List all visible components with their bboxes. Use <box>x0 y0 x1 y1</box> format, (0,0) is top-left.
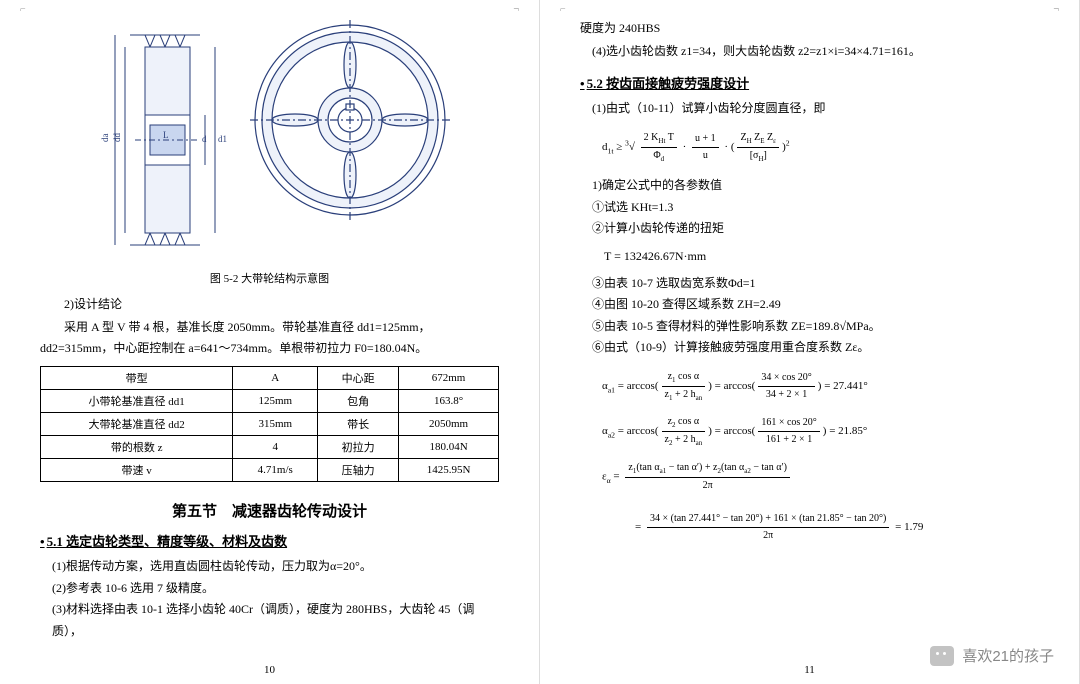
page-left: ⌐ ¬ da dd d d1 <box>0 0 540 684</box>
params-title: 1)确定公式中的各参数值 <box>592 175 1039 197</box>
svg-text:L: L <box>163 130 169 140</box>
formula-alpha-a1: αa1 = arccos(z1 cos αz1 + 2 han) = arcco… <box>602 369 1039 404</box>
cell: 小带轮基准直径 dd1 <box>41 390 233 413</box>
cell: 带速 v <box>41 459 233 482</box>
param-2: ②计算小齿轮传递的扭矩 <box>592 218 1039 240</box>
item-2: (2)参考表 10-6 选用 7 级精度。 <box>52 578 499 600</box>
wechat-icon <box>930 646 954 666</box>
page-number: 10 <box>264 664 275 676</box>
cell: 2050mm <box>399 413 499 436</box>
pulley-front-view <box>250 20 450 220</box>
svg-text:dd: dd <box>112 133 122 143</box>
crop-mark-icon: ¬ <box>513 4 519 15</box>
param-1: ①试选 KHt=1.3 <box>592 197 1039 219</box>
cell: 带长 <box>318 413 399 436</box>
table-row: 小带轮基准直径 dd1 125mm 包角 163.8° <box>41 390 499 413</box>
svg-text:d1: d1 <box>218 134 227 144</box>
crop-mark-icon: ⌐ <box>560 4 566 15</box>
conclusion-label: 2)设计结论 <box>40 294 499 314</box>
cell: 180.04N <box>399 436 499 459</box>
subsection-5-1: 5.1 选定齿轮类型、精度等级、材料及齿数 <box>40 531 499 550</box>
cell: 初拉力 <box>318 436 399 459</box>
item-4: (4)选小齿轮齿数 z1=34，则大齿轮齿数 z2=z1×i=34×4.71=1… <box>592 41 1039 63</box>
torque-formula: T = 132426.67N·mm <box>604 248 1039 265</box>
cell: 带的根数 z <box>41 436 233 459</box>
conclusion-text: 采用 A 型 V 带 4 根，基准长度 2050mm。带轮基准直径 dd1=12… <box>40 317 499 358</box>
cell: 包角 <box>318 390 399 413</box>
item-3: (3)材料选择由表 10-1 选择小齿轮 40Cr（调质），硬度为 280HBS… <box>52 599 499 642</box>
formula-alpha-a2: αa2 = arccos(z2 cos αz2 + 2 han) = arcco… <box>602 414 1039 449</box>
formula-epsilon: εα = z1(tan αa1 − tan α′) + z2(tan αa2 −… <box>602 460 1039 545</box>
table-row: 大带轮基准直径 dd2 315mm 带长 2050mm <box>41 413 499 436</box>
item-1: (1)根据传动方案，选用直齿圆柱齿轮传动，压力取为α=20°。 <box>52 556 499 578</box>
cell: 大带轮基准直径 dd2 <box>41 413 233 436</box>
belt-params-table: 带型 A 中心距 672mm 小带轮基准直径 dd1 125mm 包角 163.… <box>40 366 499 482</box>
watermark-text: 喜欢21的孩子 <box>962 645 1054 666</box>
watermark: 喜欢21的孩子 <box>930 645 1054 666</box>
cell: 1425.95N <box>399 459 499 482</box>
crop-mark-icon: ¬ <box>1053 4 1059 15</box>
param-5: ⑤由表 10-5 查得材料的弹性影响系数 ZE=189.8√MPa。 <box>592 316 1039 338</box>
param-6: ⑥由式（10-9）计算接触疲劳强度用重合度系数 Zε。 <box>592 337 1039 359</box>
page-right: ⌐ ¬ 硬度为 240HBS (4)选小齿轮齿数 z1=34，则大齿轮齿数 z2… <box>540 0 1080 684</box>
svg-text:da: da <box>100 134 110 143</box>
section-5-title: 第五节 减速器齿轮传动设计 <box>40 500 499 521</box>
cell: 315mm <box>233 413 318 436</box>
page-number: 11 <box>804 664 815 676</box>
svg-text:d: d <box>202 134 207 144</box>
cell: 125mm <box>233 390 318 413</box>
cell: 4 <box>233 436 318 459</box>
cell: 压轴力 <box>318 459 399 482</box>
hardness-line: 硬度为 240HBS <box>580 18 1039 38</box>
line-5-2-1: (1)由式（10-11）试算小齿轮分度圆直径，即 <box>592 98 1039 120</box>
table-row: 带速 v 4.71m/s 压轴力 1425.95N <box>41 459 499 482</box>
subsection-5-2: 5.2 按齿面接触疲劳强度设计 <box>580 73 1039 92</box>
figure-caption: 图 5-2 大带轮结构示意图 <box>40 270 499 286</box>
table-row: 带的根数 z 4 初拉力 180.04N <box>41 436 499 459</box>
param-3: ③由表 10-7 选取齿宽系数Φd=1 <box>592 273 1039 295</box>
cell: 163.8° <box>399 390 499 413</box>
pulley-side-view: da dd d d1 L <box>90 20 230 260</box>
pulley-diagram: da dd d d1 L <box>40 20 499 260</box>
cell: 带型 <box>41 367 233 390</box>
cell: 672mm <box>399 367 499 390</box>
cell: A <box>233 367 318 390</box>
cell: 4.71m/s <box>233 459 318 482</box>
table-row: 带型 A 中心距 672mm <box>41 367 499 390</box>
cell: 中心距 <box>318 367 399 390</box>
crop-mark-icon: ⌐ <box>20 4 26 15</box>
formula-d1t: d1t ≥ 3√ 2 KHt TΦd · u + 1u · (ZH ZE Zε[… <box>602 130 1039 165</box>
param-4: ④由图 10-20 查得区域系数 ZH=2.49 <box>592 294 1039 316</box>
